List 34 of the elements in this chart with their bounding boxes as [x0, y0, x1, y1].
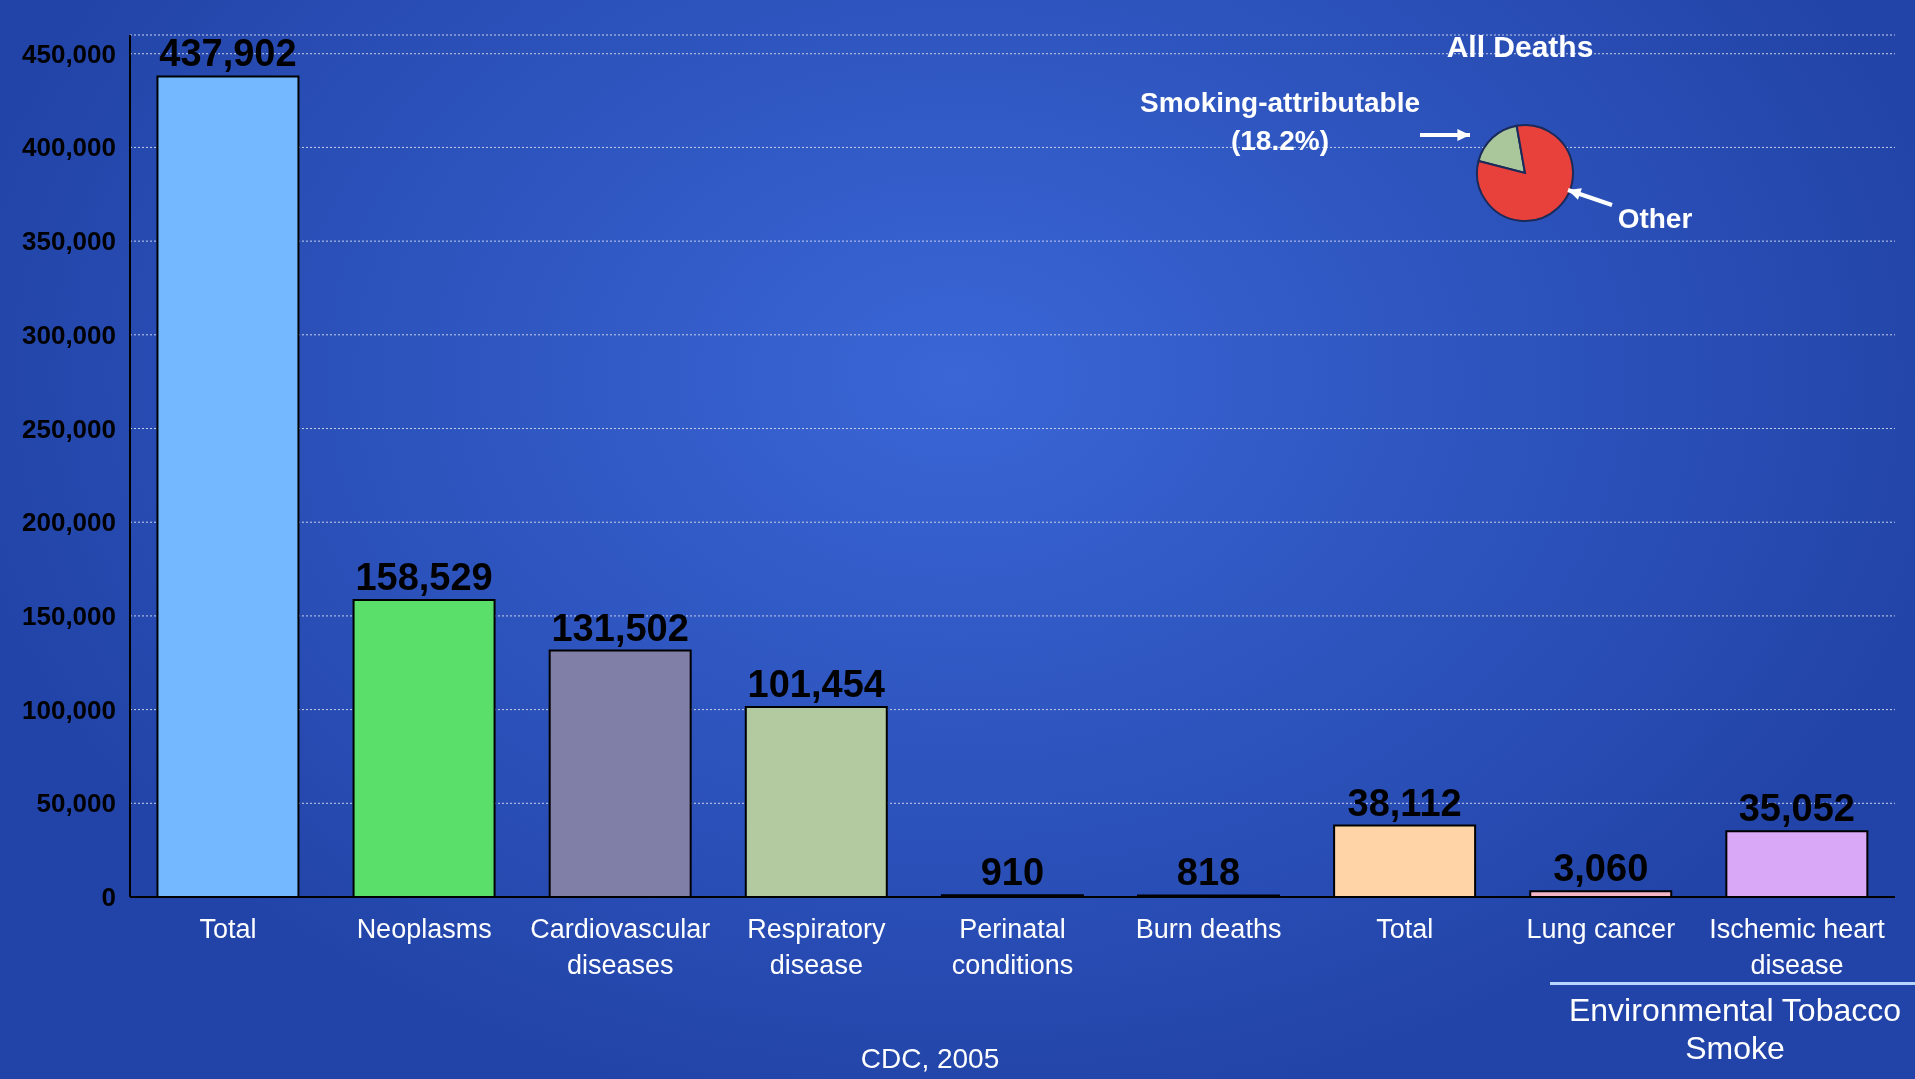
- x-tick-label: Respiratory disease: [746, 913, 887, 982]
- data-label: 158,529: [355, 555, 493, 598]
- data-label: 818: [1176, 851, 1241, 894]
- y-tick-label: 100,000: [22, 694, 116, 725]
- y-tick-label: 200,000: [22, 507, 116, 538]
- y-tick-label: 400,000: [22, 132, 116, 163]
- y-tick-label: 350,000: [22, 226, 116, 257]
- y-tick-label: 50,000: [36, 788, 116, 819]
- data-label: 35,052: [1738, 787, 1855, 830]
- x-tick-label: Cardiovascular diseases: [529, 913, 712, 982]
- chart-title: All Deaths: [1445, 30, 1595, 64]
- y-tick-label: 450,000: [22, 38, 116, 69]
- data-label: 437,902: [159, 32, 297, 75]
- x-tick-label: Lung cancer: [1525, 913, 1677, 946]
- x-tick-label: Perinatal conditions: [950, 913, 1075, 982]
- text: CDC, 2005: [859, 1042, 1001, 1076]
- x-tick-label: Total: [1375, 913, 1435, 946]
- y-tick-label: 250,000: [22, 413, 116, 444]
- data-label: 38,112: [1347, 781, 1462, 824]
- y-tick-label: 150,000: [22, 600, 116, 631]
- x-tick-label: Total: [198, 913, 258, 946]
- x-tick-label: Ischemic heart disease: [1708, 913, 1886, 982]
- data-label: (18.2%): [1229, 124, 1330, 158]
- text: Environmental Tobacco Smoke: [1550, 982, 1915, 1067]
- y-tick-label: 0: [101, 882, 116, 912]
- data-label: 101,454: [747, 662, 885, 705]
- data-label: 131,502: [551, 606, 689, 649]
- x-tick-label: Burn deaths: [1134, 913, 1283, 946]
- x-tick-label: Neoplasms: [355, 913, 493, 946]
- y-tick-label: 300,000: [22, 319, 116, 350]
- data-label: 910: [980, 851, 1045, 894]
- data-label: 3,060: [1553, 847, 1649, 890]
- slice-label: Smoking-attributable: [1139, 86, 1421, 120]
- slice-label: Other: [1616, 202, 1694, 236]
